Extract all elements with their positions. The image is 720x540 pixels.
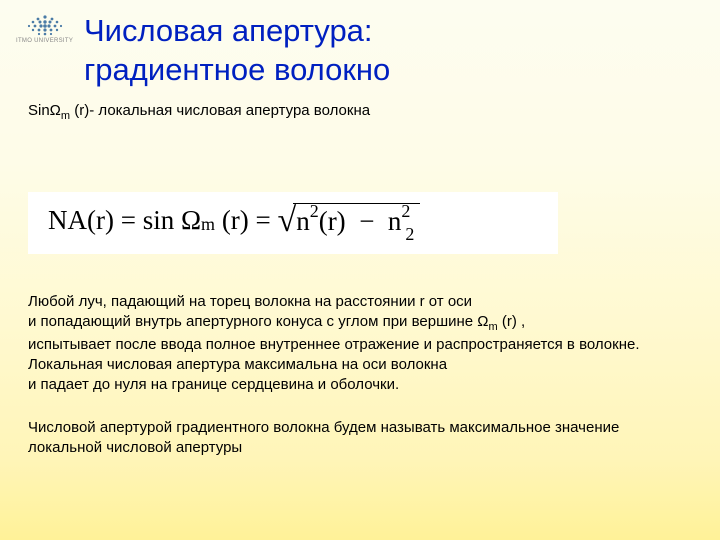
formula-minus: − [359,206,374,236]
formula-n2: n [388,206,402,236]
formula-n1-sup: 2 [310,201,319,221]
paragraph-1: Любой луч, падающий на торец волокна на … [28,292,692,396]
paragraph-2: Числовой апертурой градиентного волокна … [28,418,692,459]
p1-d: и падает до нуля на границе сердцевина и… [28,376,399,393]
p1-b-post: (r) , [498,313,526,330]
formula-arg2: (r) [319,206,346,236]
intro-line: SinΩm (r)- локальная числовая апертура в… [28,102,692,122]
logo-dots-icon [23,14,67,36]
formula-radicand: n2(r) − n22 [293,203,420,241]
formula-sin: sin Ω [143,205,201,236]
formula-n1: n [296,206,310,236]
logo-label: ITMO UNIVERSITY [16,38,73,44]
intro-post: (r)- локальная числовая апертура волокна [70,102,370,119]
p1-a: Любой луч, падающий на торец волокна на … [28,293,472,310]
p1-c: испытывает после ввода полное внутреннее… [28,336,640,373]
formula-arg: (r) [222,205,249,236]
formula-sqrt: √ n2(r) − n22 [278,202,421,240]
p1-b-pre: и попадающий внутрь апертурного конуса с… [28,313,489,330]
itmo-logo: ITMO UNIVERSITY [16,14,73,44]
formula-eq1: = [121,205,136,236]
title-line-1: Числовая апертура: [84,13,373,48]
formula: NA(r) = sin Ωm (r) = √ n2(r) − n22 [28,192,558,254]
title-line-2: градиентное волокно [84,52,390,87]
slide-content: Числовая апертура: градиентное волокно S… [0,0,720,500]
formula-n2-sup: 2 [401,201,410,221]
formula-na: NA(r) [48,205,114,236]
formula-eq2: = [256,205,271,236]
intro-sub: m [61,110,70,122]
formula-n2-sub: 2 [405,224,414,244]
intro-pre: SinΩ [28,102,61,119]
p1-b-sub: m [489,321,498,333]
formula-sin-sub: m [201,214,215,235]
slide-title: Числовая апертура: градиентное волокно [84,12,692,90]
